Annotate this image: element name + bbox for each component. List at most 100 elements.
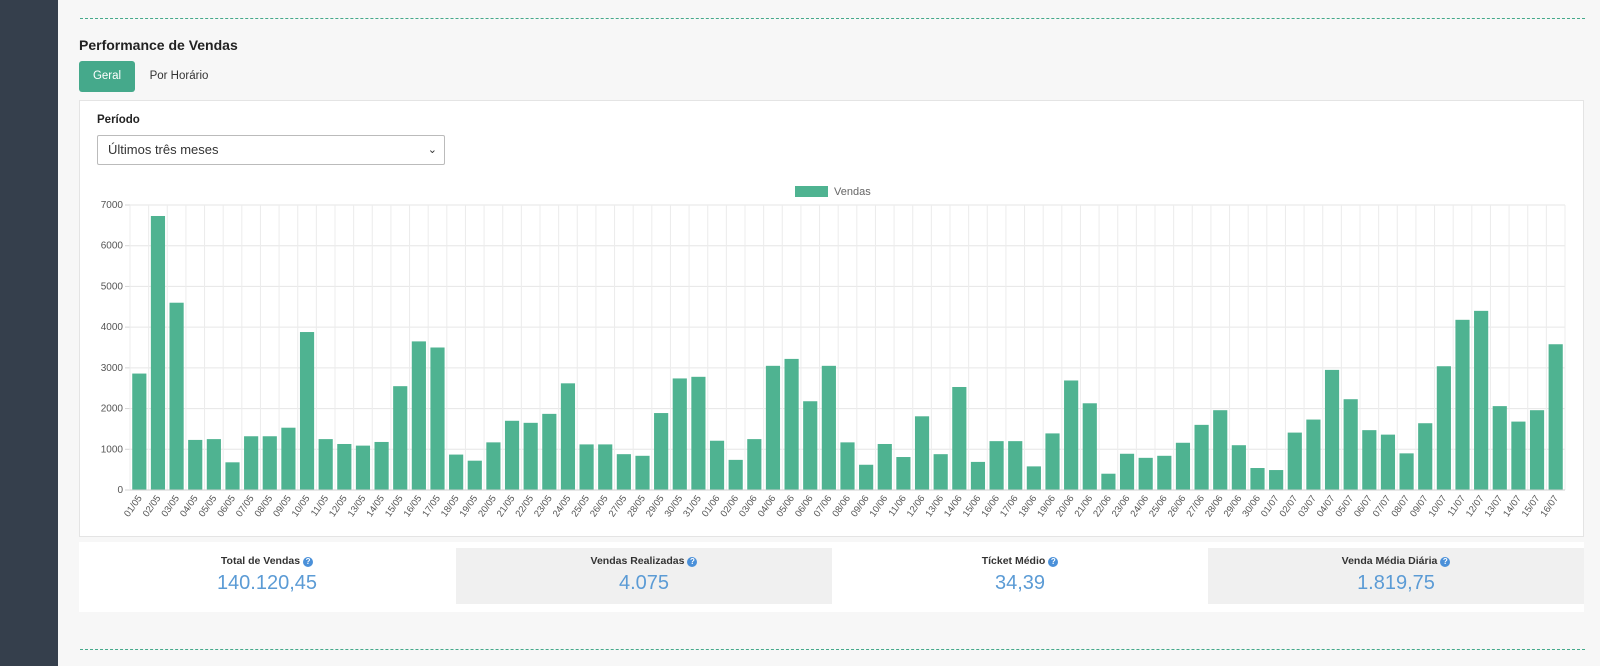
bar (765, 365, 781, 490)
bar (1380, 434, 1396, 490)
x-tick-label: 28/05 (625, 493, 648, 519)
x-tick-label: 06/06 (793, 493, 816, 519)
bar (281, 427, 296, 490)
help-icon[interactable]: ? (303, 557, 314, 567)
period-label: Período (97, 114, 140, 126)
x-tick-label: 22/06 (1091, 493, 1114, 519)
bar (486, 442, 501, 490)
bar (355, 445, 371, 490)
bar (859, 464, 874, 490)
x-tick-label: 06/07 (1352, 493, 1375, 519)
bar (337, 443, 352, 490)
chevron-down-icon: ⌄ (427, 144, 437, 156)
x-tick-label: 26/06 (1166, 493, 1189, 519)
x-tick-label: 29/06 (1222, 493, 1245, 519)
x-tick-label: 23/06 (1110, 493, 1133, 519)
x-tick-label: 07/07 (1371, 493, 1394, 519)
bar (1436, 366, 1451, 490)
help-icon[interactable]: ? (1048, 557, 1059, 567)
x-tick-label: 27/05 (607, 493, 630, 519)
x-tick-label: 13/07 (1483, 493, 1506, 519)
x-tick-label: 25/05 (569, 493, 592, 519)
help-icon[interactable]: ? (1440, 557, 1451, 567)
x-tick-label: 12/07 (1464, 493, 1487, 519)
x-tick-label: 23/05 (532, 493, 555, 519)
period-select-value: Últimos três meses (108, 142, 219, 157)
help-icon[interactable]: ? (687, 557, 698, 567)
x-tick-label: 14/05 (364, 493, 387, 519)
bar (691, 376, 706, 490)
stat-venda-media-diaria-value: 1.819,75 (1357, 572, 1435, 594)
bar (411, 341, 426, 490)
x-tick-label: 12/06 (905, 493, 928, 519)
bar (598, 444, 613, 490)
legend-label: Vendas (834, 186, 871, 198)
bar (1231, 445, 1246, 490)
x-tick-label: 14/07 (1501, 493, 1524, 519)
bar (579, 444, 594, 490)
x-tick-label: 12/05 (327, 493, 350, 519)
x-tick-label: 03/07 (1296, 493, 1319, 519)
bar (1548, 344, 1563, 490)
bar (262, 436, 277, 490)
x-tick-label: 21/06 (1073, 493, 1096, 519)
bar (1418, 423, 1433, 490)
x-tick-label: 15/06 (961, 493, 984, 519)
x-tick-label: 05/05 (197, 493, 220, 519)
bar (1474, 310, 1489, 490)
x-tick-label: 08/07 (1389, 493, 1412, 519)
bar (504, 420, 520, 490)
x-tick-label: 30/05 (663, 493, 686, 519)
bar (989, 441, 1004, 490)
x-tick-label: 02/05 (141, 493, 164, 519)
x-tick-label: 31/05 (681, 493, 704, 519)
bar (542, 413, 557, 490)
x-tick-label: 13/06 (923, 493, 946, 519)
bar (1343, 399, 1358, 490)
bar (374, 441, 389, 490)
x-tick-label: 27/06 (1184, 493, 1207, 519)
bar (840, 442, 855, 490)
bar (1064, 380, 1079, 490)
tab-por-horario[interactable]: Por Horário (149, 70, 209, 82)
x-tick-label: 06/05 (215, 493, 238, 519)
stat-ticket-medio-label: Tícket Médio (981, 555, 1046, 567)
x-tick-label: 07/05 (234, 493, 257, 519)
bar (560, 383, 576, 490)
bar (1511, 421, 1526, 490)
stat-vendas-realizadas-label: Vendas Realizadas (590, 555, 685, 567)
bar (393, 386, 408, 490)
bar (747, 439, 762, 490)
bar (299, 332, 315, 490)
bar (467, 460, 482, 490)
stat-venda-media-diaria-label: Venda Média Diária (1341, 555, 1438, 567)
x-tick-label: 10/06 (868, 493, 891, 519)
x-tick-label: 04/05 (178, 493, 201, 519)
bar (1101, 473, 1116, 490)
section-title: Performance de Vendas (79, 37, 238, 53)
x-tick-label: 19/06 (1035, 493, 1058, 519)
bar (821, 365, 836, 490)
bar (150, 215, 166, 490)
x-tick-label: 11/07 (1446, 493, 1468, 518)
x-tick-label: 04/06 (756, 493, 779, 519)
period-select[interactable]: Últimos três meses ⌄ (97, 135, 445, 165)
bar (952, 386, 967, 490)
stat-ticket-medio-value: 34,39 (994, 572, 1046, 594)
y-tick-label: 6000 (101, 241, 124, 252)
tab-geral[interactable]: Geral (79, 61, 135, 92)
x-tick-label: 11/06 (887, 493, 909, 518)
y-tick-label: 1000 (101, 444, 124, 455)
x-tick-label: 01/05 (122, 493, 145, 519)
bar (1082, 403, 1097, 490)
x-tick-label: 02/06 (718, 493, 741, 519)
x-tick-label: 19/05 (458, 493, 481, 519)
x-tick-label: 20/05 (476, 493, 499, 519)
x-tick-label: 03/05 (159, 493, 182, 519)
bar (1399, 453, 1414, 490)
x-tick-label: 02/07 (1278, 493, 1301, 519)
stat-total-vendas-value: 140.120,45 (216, 572, 318, 594)
legend-swatch (795, 186, 828, 197)
bar (1045, 433, 1060, 490)
bar (672, 378, 687, 490)
